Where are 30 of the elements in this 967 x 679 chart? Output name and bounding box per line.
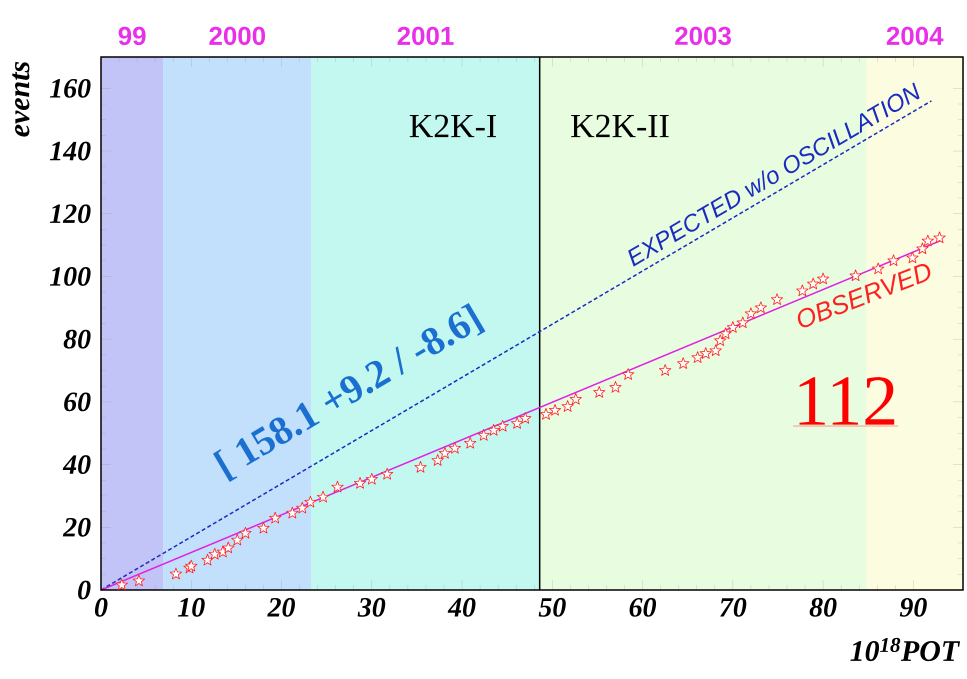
x-tick-label: 20 bbox=[267, 598, 295, 617]
y-tick-label: 0 bbox=[78, 580, 91, 600]
band-label: 2004 bbox=[886, 26, 944, 46]
y-tick-label: 80 bbox=[64, 330, 91, 349]
annotation: K2K-II bbox=[571, 114, 669, 138]
x-axis-title: 10$^{18}$POT bbox=[850, 638, 960, 662]
x-tick-label: 30 bbox=[358, 598, 386, 617]
y-tick-label: 20 bbox=[62, 518, 91, 537]
annotation: 112 bbox=[800, 377, 894, 425]
x-tick-label: 40 bbox=[448, 598, 476, 617]
x-tick-label: 70 bbox=[720, 598, 746, 617]
y-tick-label: 120 bbox=[50, 204, 91, 224]
x-tick-label: 90 bbox=[900, 598, 927, 617]
annotation: K2K-I bbox=[410, 114, 496, 138]
y-tick-label: 60 bbox=[64, 392, 91, 412]
x-tick-label: 50 bbox=[538, 598, 566, 617]
band-label: 2001 bbox=[398, 26, 454, 46]
band-label: 2000 bbox=[209, 26, 266, 46]
x-tick-label: 80 bbox=[810, 598, 837, 617]
band-label: 99 bbox=[118, 26, 146, 46]
y-axis-title: events bbox=[12, 62, 30, 137]
band-label: 2003 bbox=[675, 26, 731, 46]
x-tick-label: 0 bbox=[94, 598, 108, 617]
x-tick-label: 10 bbox=[178, 598, 205, 617]
y-tick-label: 40 bbox=[62, 455, 91, 474]
annotation: [ 158.1 +9.2 / -8.6] bbox=[212, 302, 486, 482]
y-tick-label: 160 bbox=[50, 78, 91, 98]
y-tick-label: 100 bbox=[50, 267, 91, 286]
x-tick-label: 60 bbox=[630, 598, 656, 617]
y-tick-label: 140 bbox=[50, 142, 91, 160]
